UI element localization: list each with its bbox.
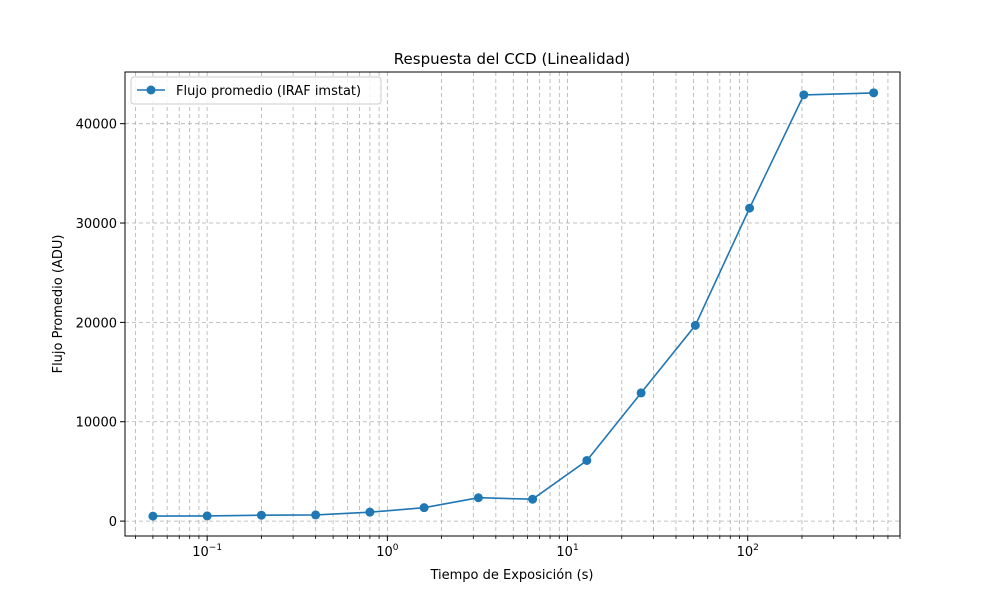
data-point [473,493,483,503]
y-tick-label: 30000 [76,217,117,232]
data-point [311,510,321,520]
legend-box [130,76,382,105]
data-point [869,88,879,98]
y-tick-label: 0 [109,515,117,530]
data-point [528,494,538,504]
series-layer [148,88,879,521]
grid [125,72,901,536]
x-tick-label: 101 [556,543,578,560]
data-point [745,203,755,213]
y-axis-label: Flujo Promedio (ADU) [51,235,66,374]
data-point [256,510,266,520]
x-axis-label: Tiempo de Exposición (s) [429,568,593,583]
data-point [582,455,592,465]
data-point [202,511,212,521]
legend-marker-swatch [146,85,156,95]
plot-frame [124,71,901,537]
y-tick-label: 40000 [76,118,117,133]
legend-label: Flujo promedio (IRAF imstat) [176,84,361,99]
data-point [365,507,375,517]
y-tick-label: 20000 [76,316,117,331]
y-tick-label: 10000 [76,416,117,431]
chart-title: Respuesta del CCD (Linealidad) [394,50,630,68]
axes: 10−1 100 101 102 0 10000 20000 30000 40000 [76,118,901,560]
series-line [152,92,874,517]
data-point [148,511,158,521]
data-point [636,388,646,398]
x-tick-label: 10−1 [192,543,222,560]
data-point [799,90,809,100]
x-tick-label: 102 [737,543,759,560]
data-point [690,320,700,330]
legend: Flujo promedio (IRAF imstat) [130,76,382,105]
data-point [419,503,429,513]
x-tick-label: 100 [376,543,399,560]
